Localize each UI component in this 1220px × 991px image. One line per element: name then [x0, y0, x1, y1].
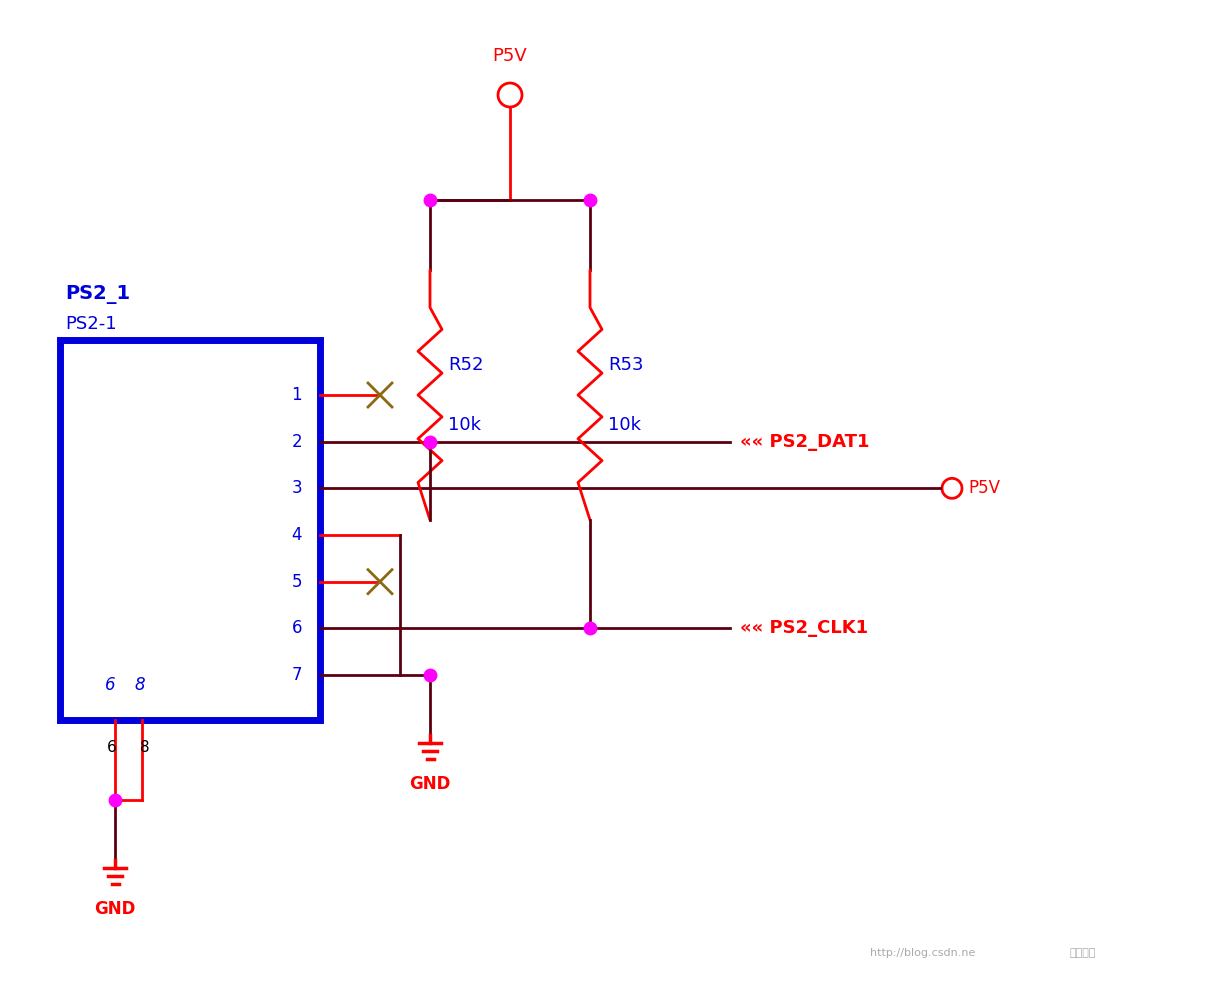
Text: 6: 6	[105, 676, 116, 694]
Text: 2: 2	[292, 433, 303, 451]
Text: P5V: P5V	[967, 480, 1000, 497]
Text: P5V: P5V	[493, 47, 527, 65]
Text: R53: R53	[608, 356, 643, 374]
Text: 1: 1	[292, 386, 303, 404]
Text: 10k: 10k	[608, 416, 640, 434]
Text: «« PS2_DAT1: «« PS2_DAT1	[741, 433, 870, 451]
Text: 10k: 10k	[448, 416, 481, 434]
Text: «« PS2_CLK1: «« PS2_CLK1	[741, 619, 869, 637]
Text: GND: GND	[410, 775, 450, 793]
Text: PS2-1: PS2-1	[65, 315, 117, 333]
FancyBboxPatch shape	[60, 340, 320, 720]
Text: 电子发烧: 电子发烧	[1070, 948, 1097, 958]
Text: 4: 4	[292, 526, 303, 544]
Text: 8: 8	[134, 676, 145, 694]
Text: 8: 8	[140, 740, 150, 755]
Text: 3: 3	[292, 480, 303, 497]
Text: 6: 6	[292, 619, 303, 637]
Text: 6: 6	[107, 740, 117, 755]
Text: GND: GND	[94, 900, 135, 918]
Text: 5: 5	[292, 573, 303, 591]
Text: R52: R52	[448, 356, 483, 374]
Text: http://blog.csdn.ne: http://blog.csdn.ne	[870, 948, 975, 958]
Text: PS2_1: PS2_1	[65, 285, 131, 304]
Text: 7: 7	[292, 666, 303, 684]
